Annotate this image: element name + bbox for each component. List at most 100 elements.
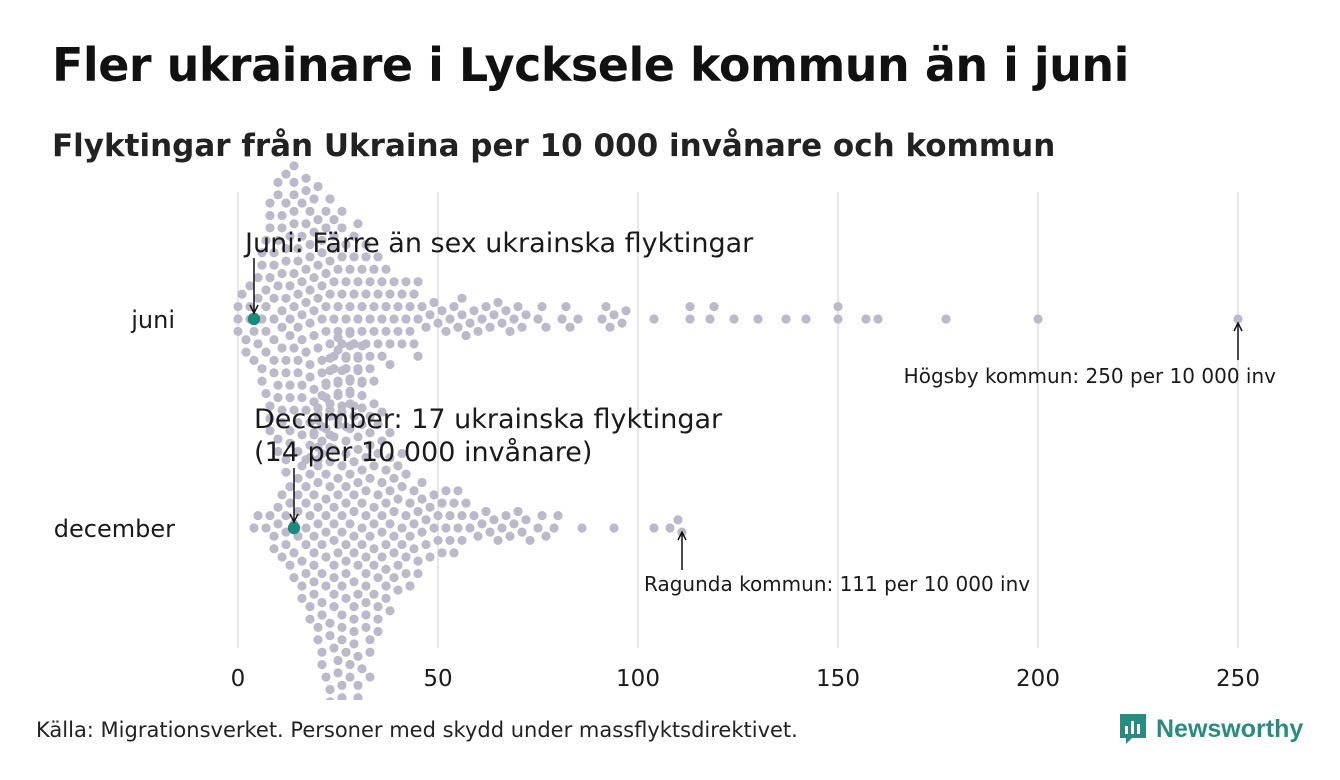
data-point	[417, 527, 427, 537]
data-point	[289, 573, 299, 583]
data-point	[257, 248, 267, 258]
data-point	[573, 314, 583, 324]
data-point	[301, 539, 311, 550]
data-point	[337, 693, 347, 700]
data-point	[249, 523, 259, 533]
data-point	[393, 326, 403, 337]
data-point	[377, 351, 387, 361]
data-point	[289, 548, 299, 558]
data-point	[393, 494, 403, 504]
data-point	[381, 301, 391, 312]
data-point	[337, 366, 347, 376]
data-point	[293, 473, 303, 483]
data-point	[305, 359, 315, 370]
data-point	[513, 301, 523, 312]
data-point	[305, 318, 315, 328]
data-point	[321, 206, 331, 216]
data-point	[525, 535, 535, 546]
chart-title: Fler ukrainare i Lycksele kommun än i ju…	[52, 38, 1129, 92]
data-point	[541, 531, 551, 541]
data-point	[273, 393, 283, 403]
data-point	[273, 177, 283, 187]
data-point	[477, 519, 487, 529]
data-point	[353, 693, 363, 700]
data-point	[317, 597, 327, 608]
data-point	[325, 353, 335, 363]
data-point	[461, 498, 471, 508]
data-point	[1033, 314, 1043, 324]
data-point	[377, 436, 387, 446]
data-point	[361, 252, 371, 262]
data-point	[337, 206, 347, 216]
data-point	[353, 560, 363, 570]
data-point	[293, 244, 303, 254]
data-point	[601, 301, 611, 312]
data-point	[401, 314, 411, 324]
data-point	[349, 548, 359, 558]
data-point	[317, 448, 327, 459]
data-point	[377, 552, 387, 562]
data-point	[265, 413, 275, 423]
data-point	[333, 264, 343, 274]
data-point	[237, 289, 247, 299]
data-point	[281, 355, 291, 365]
data-point	[429, 523, 439, 533]
data-point	[381, 581, 391, 591]
data-point	[297, 393, 307, 403]
data-point	[365, 428, 375, 438]
data-point	[309, 428, 319, 438]
data-point	[357, 378, 367, 388]
data-point	[317, 314, 327, 324]
data-point	[305, 252, 315, 262]
annotation-hogsby: Högsby kommun: 250 per 10 000 inv	[904, 364, 1276, 388]
data-point	[357, 264, 367, 274]
data-point	[401, 552, 411, 562]
data-point	[333, 378, 343, 388]
data-point	[369, 326, 379, 337]
data-point	[301, 482, 311, 492]
data-point	[373, 602, 383, 612]
data-point	[445, 314, 455, 324]
data-point	[353, 444, 363, 454]
data-point	[337, 289, 347, 299]
data-point	[309, 577, 319, 587]
data-point	[333, 345, 343, 355]
data-point	[281, 510, 291, 521]
data-point	[413, 568, 423, 579]
data-point	[517, 527, 527, 537]
data-point	[293, 322, 303, 332]
data-point	[465, 523, 475, 533]
data-point	[561, 301, 571, 312]
data-point	[425, 552, 435, 562]
data-point	[617, 318, 627, 328]
data-point	[349, 614, 359, 624]
data-point	[377, 314, 387, 324]
data-point	[245, 281, 255, 291]
data-point	[253, 339, 263, 349]
data-point	[353, 219, 363, 229]
data-point	[361, 239, 371, 250]
data-point	[293, 506, 303, 517]
data-point	[397, 448, 407, 459]
data-point	[373, 614, 383, 624]
data-point	[453, 322, 463, 332]
data-point	[409, 519, 419, 529]
data-point	[281, 169, 291, 179]
data-point	[317, 568, 327, 579]
data-point	[305, 469, 315, 479]
data-point	[301, 523, 311, 533]
data-point	[493, 535, 503, 546]
data-point	[417, 477, 427, 488]
data-point	[361, 289, 371, 299]
data-point	[373, 289, 383, 299]
data-point	[249, 326, 259, 337]
data-point	[261, 388, 271, 399]
data-point	[425, 502, 435, 512]
data-point	[273, 380, 283, 390]
data-point	[369, 502, 379, 512]
data-point	[385, 606, 395, 616]
chart-subtitle: Flyktingar från Ukraina per 10 000 invån…	[52, 128, 1056, 164]
data-point	[309, 273, 319, 283]
data-point	[729, 314, 739, 324]
data-point	[277, 490, 287, 500]
